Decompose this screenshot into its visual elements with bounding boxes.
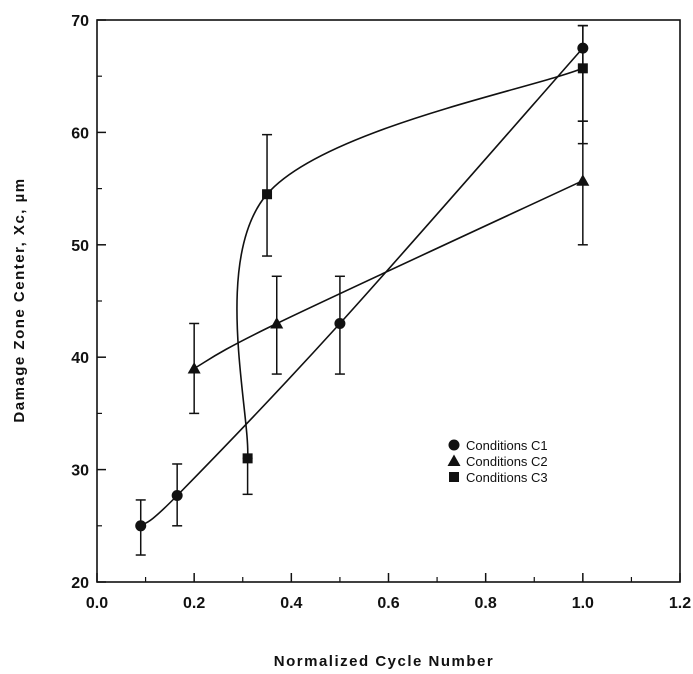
y-tick-label: 30 <box>71 463 89 480</box>
x-tick-label: 0.2 <box>183 595 205 612</box>
data-point-conditions-c2 <box>576 174 590 186</box>
data-points <box>135 42 590 532</box>
data-point-conditions-c3 <box>262 189 273 200</box>
data-point-conditions-c2 <box>187 361 201 374</box>
x-tick-label: 0.4 <box>280 595 302 612</box>
data-point-conditions-c3 <box>242 453 253 464</box>
legend-label-conditions-c3: Conditions C3 <box>466 470 548 485</box>
y-axis-title: Damage Zone Center, Xc, µm <box>11 177 28 422</box>
y-axis-ticks: 20 30 40 50 60 70 <box>71 13 106 592</box>
data-point-conditions-c1 <box>577 42 589 54</box>
x-axis-title: Normalized Cycle Number <box>274 653 494 670</box>
y-tick-label: 40 <box>71 350 89 367</box>
data-point-conditions-c1 <box>334 317 346 329</box>
x-tick-label: 0.0 <box>86 595 108 612</box>
x-tick-label: 1.2 <box>669 595 691 612</box>
axes <box>96 19 681 583</box>
x-tick-label: 0.8 <box>475 595 497 612</box>
legend-label-conditions-c2: Conditions C2 <box>466 454 548 469</box>
legend-marker-conditions-c1 <box>448 439 460 451</box>
x-tick-label: 0.6 <box>377 595 399 612</box>
data-point-conditions-c3 <box>577 63 588 74</box>
legend-label-conditions-c1: Conditions C1 <box>466 438 548 453</box>
curve-conditions-c3 <box>236 67 584 459</box>
x-axis-ticks: 0.0 0.2 0.4 0.6 0.8 1.0 1.2 <box>86 573 691 612</box>
data-point-conditions-c2 <box>270 316 284 329</box>
legend-marker-conditions-c3 <box>449 472 459 482</box>
y-tick-label: 60 <box>71 125 89 142</box>
y-tick-label: 20 <box>71 575 89 592</box>
curve-conditions-c2 <box>193 179 584 370</box>
legend-marker-conditions-c2 <box>447 454 461 466</box>
plot-frame <box>96 19 681 583</box>
x-tick-label: 1.0 <box>572 595 594 612</box>
y-tick-label: 50 <box>71 238 89 255</box>
y-tick-label: 70 <box>71 13 89 30</box>
data-point-conditions-c1 <box>171 489 183 501</box>
curve-conditions-c1 <box>140 47 584 527</box>
data-point-conditions-c1 <box>135 520 147 532</box>
